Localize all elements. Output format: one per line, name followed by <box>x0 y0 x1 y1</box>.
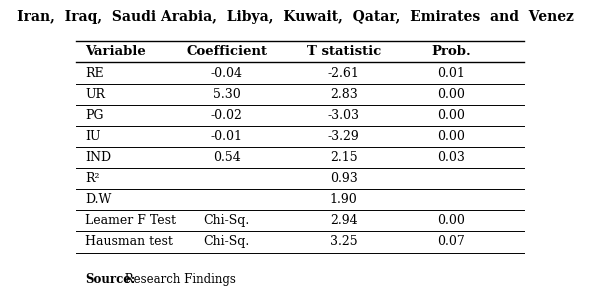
Text: Chi-Sq.: Chi-Sq. <box>204 235 250 249</box>
Text: Prob.: Prob. <box>431 46 471 58</box>
Text: 0.00: 0.00 <box>437 214 465 227</box>
Text: -0.04: -0.04 <box>211 66 242 79</box>
Text: Chi-Sq.: Chi-Sq. <box>204 214 250 227</box>
Text: Source:: Source: <box>86 273 136 286</box>
Text: 2.15: 2.15 <box>330 151 358 164</box>
Text: 2.94: 2.94 <box>330 214 358 227</box>
Text: -3.03: -3.03 <box>328 109 360 122</box>
Text: 0.00: 0.00 <box>437 88 465 101</box>
Text: 2.83: 2.83 <box>330 88 358 101</box>
Text: 3.25: 3.25 <box>330 235 358 249</box>
Text: -2.61: -2.61 <box>328 66 360 79</box>
Text: PG: PG <box>86 109 104 122</box>
Text: Variable: Variable <box>86 46 146 58</box>
Text: Coefficient: Coefficient <box>186 46 267 58</box>
Text: Iran,  Iraq,  Saudi Arabia,  Libya,  Kuwait,  Qatar,  Emirates  and  Venez: Iran, Iraq, Saudi Arabia, Libya, Kuwait,… <box>17 10 573 24</box>
Text: -3.29: -3.29 <box>328 130 360 143</box>
Text: Leamer F Test: Leamer F Test <box>86 214 176 227</box>
Text: IU: IU <box>86 130 101 143</box>
Text: 0.00: 0.00 <box>437 130 465 143</box>
Text: RE: RE <box>86 66 104 79</box>
Text: -0.02: -0.02 <box>211 109 242 122</box>
Text: 1.90: 1.90 <box>330 193 358 206</box>
Text: D.W: D.W <box>86 193 112 206</box>
Text: Research Findings: Research Findings <box>121 273 236 286</box>
Text: Hausman test: Hausman test <box>86 235 173 249</box>
Text: T statistic: T statistic <box>307 46 381 58</box>
Text: 0.01: 0.01 <box>437 66 465 79</box>
Text: UR: UR <box>86 88 106 101</box>
Text: 5.30: 5.30 <box>213 88 241 101</box>
Text: IND: IND <box>86 151 112 164</box>
Text: 0.07: 0.07 <box>437 235 465 249</box>
Text: 0.00: 0.00 <box>437 109 465 122</box>
Text: -0.01: -0.01 <box>211 130 242 143</box>
Text: R²: R² <box>86 172 100 185</box>
Text: 0.93: 0.93 <box>330 172 358 185</box>
Text: 0.54: 0.54 <box>213 151 241 164</box>
Text: 0.03: 0.03 <box>437 151 465 164</box>
